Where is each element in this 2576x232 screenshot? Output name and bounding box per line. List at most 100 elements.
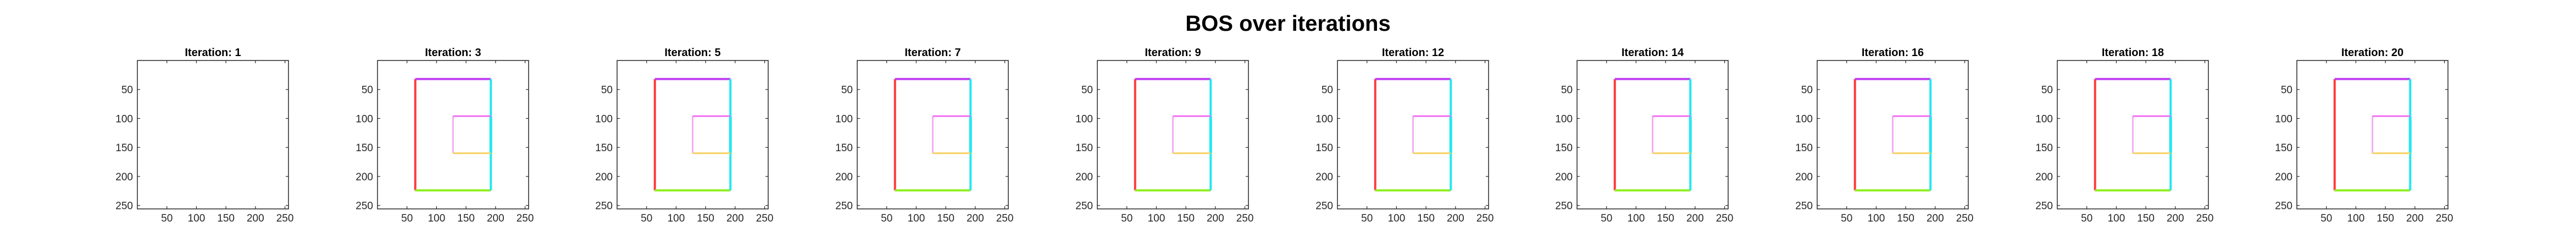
x-tick-label: 200 — [1927, 213, 1944, 224]
x-tick-label: 150 — [1657, 213, 1674, 224]
subplot-title: Iteration: 7 — [904, 47, 961, 59]
y-tick-label: 100 — [1795, 113, 1813, 125]
y-tick-label: 100 — [2275, 113, 2292, 125]
x-tick-label: 100 — [1388, 213, 1406, 224]
subplot-title: Iteration: 18 — [2102, 47, 2164, 59]
x-tick-label: 200 — [2167, 213, 2184, 224]
x-tick-label: 150 — [1177, 213, 1195, 224]
subplot-iteration-16: Iteration: 16 50 100 150 200 250 50 100 150 200 25… — [1795, 47, 1973, 224]
y-tick-label: 250 — [1075, 201, 1093, 212]
subplot-iteration-5: Iteration: 5 50 100 150 200 250 50 100 150 200 250 — [595, 47, 773, 224]
y-tick-label: 150 — [356, 142, 373, 154]
x-tick-label: 250 — [756, 213, 774, 224]
y-tick-label: 200 — [1795, 172, 1813, 183]
y-tick-label: 50 — [601, 85, 613, 96]
axes-box — [2057, 60, 2209, 209]
y-tick-label: 200 — [115, 172, 133, 183]
y-tick-label: 150 — [2035, 142, 2053, 154]
y-tick-label: 100 — [1555, 113, 1573, 125]
x-tick-label: 200 — [487, 213, 504, 224]
y-tick-label: 250 — [2275, 201, 2292, 212]
y-tick-label: 100 — [115, 113, 133, 125]
x-tick-label: 100 — [2108, 213, 2125, 224]
y-tick-label: 200 — [1315, 172, 1333, 183]
x-tick-label: 250 — [517, 213, 534, 224]
y-tick-label: 200 — [2275, 172, 2292, 183]
subplot-title: Iteration: 20 — [2341, 47, 2403, 59]
subplot-iteration-18: Iteration: 18 50 100 150 200 250 50 100 150 200 25… — [2035, 47, 2213, 224]
x-tick-label: 100 — [188, 213, 206, 224]
subplot-title: Iteration: 9 — [1145, 47, 1201, 59]
subplot-iteration-14: Iteration: 14 50 100 150 200 250 50 100 150 200 25… — [1555, 47, 1733, 224]
x-tick-label: 100 — [428, 213, 446, 224]
x-tick-label: 50 — [1601, 213, 1612, 224]
y-tick-label: 150 — [1315, 142, 1333, 154]
x-tick-label: 250 — [1716, 213, 1734, 224]
x-tick-label: 200 — [967, 213, 984, 224]
panels: Iteration: 1 50 100 150 200 250 50 100 150 200 250… — [115, 47, 2453, 224]
x-tick-label: 200 — [1207, 213, 1224, 224]
y-tick-label: 150 — [595, 142, 613, 154]
x-tick-label: 250 — [1236, 213, 1254, 224]
y-tick-label: 200 — [1075, 172, 1093, 183]
y-tick-label: 100 — [1075, 113, 1093, 125]
x-tick-label: 150 — [697, 213, 714, 224]
subplot-iteration-3: Iteration: 3 50 100 150 200 250 50 100 150 200 250 — [356, 47, 534, 224]
x-tick-label: 200 — [247, 213, 264, 224]
y-tick-label: 50 — [1081, 85, 1093, 96]
x-tick-label: 250 — [276, 213, 294, 224]
y-tick-label: 100 — [595, 113, 613, 125]
x-tick-label: 250 — [1956, 213, 1974, 224]
x-tick-label: 150 — [217, 213, 235, 224]
y-tick-label: 250 — [2035, 201, 2053, 212]
x-tick-label: 100 — [668, 213, 685, 224]
y-tick-label: 200 — [2035, 172, 2053, 183]
subplot-iteration-12: Iteration: 12 50 100 150 200 250 50 100 150 200 25… — [1315, 47, 1494, 224]
subplot-title: Iteration: 16 — [1862, 47, 1924, 59]
subplot-title: Iteration: 14 — [1622, 47, 1684, 59]
x-tick-label: 50 — [1361, 213, 1373, 224]
x-tick-label: 50 — [881, 213, 892, 224]
x-tick-label: 150 — [2137, 213, 2155, 224]
y-tick-label: 150 — [2275, 142, 2292, 154]
axes-box — [1576, 60, 1729, 209]
axes-box — [1097, 60, 1249, 209]
figure-title: BOS over iterations — [1185, 12, 1390, 36]
x-tick-label: 250 — [1476, 213, 1494, 224]
x-tick-label: 50 — [2320, 213, 2332, 224]
y-tick-label: 100 — [2035, 113, 2053, 125]
y-tick-label: 250 — [1795, 201, 1813, 212]
y-tick-label: 250 — [835, 201, 853, 212]
subplot-iteration-7: Iteration: 7 50 100 150 200 250 50 100 150 200 250 — [835, 47, 1013, 224]
y-tick-label: 50 — [1801, 85, 1813, 96]
x-tick-label: 150 — [1897, 213, 1914, 224]
y-tick-label: 200 — [595, 172, 613, 183]
y-tick-label: 250 — [1555, 201, 1573, 212]
x-tick-label: 250 — [2196, 213, 2214, 224]
x-tick-label: 100 — [1868, 213, 1885, 224]
axes-box — [137, 60, 289, 209]
x-tick-label: 100 — [1148, 213, 1165, 224]
y-tick-label: 150 — [1555, 142, 1573, 154]
x-tick-label: 250 — [996, 213, 1014, 224]
axes-box — [377, 60, 529, 209]
x-tick-label: 100 — [2347, 213, 2365, 224]
x-tick-label: 100 — [1628, 213, 1645, 224]
x-tick-label: 50 — [401, 213, 413, 224]
x-tick-label: 200 — [726, 213, 744, 224]
x-tick-label: 250 — [2436, 213, 2453, 224]
subplot-title: Iteration: 3 — [425, 47, 481, 59]
axes-box — [857, 60, 1009, 209]
x-tick-label: 150 — [2377, 213, 2394, 224]
x-tick-label: 200 — [1686, 213, 1704, 224]
x-tick-label: 50 — [1841, 213, 1852, 224]
y-tick-label: 200 — [1555, 172, 1573, 183]
y-tick-label: 100 — [356, 113, 373, 125]
axes-box — [1817, 60, 1969, 209]
y-tick-label: 50 — [1561, 85, 1573, 96]
x-tick-label: 50 — [641, 213, 652, 224]
y-tick-label: 50 — [1322, 85, 1333, 96]
x-tick-label: 200 — [1447, 213, 1464, 224]
x-tick-label: 200 — [2406, 213, 2424, 224]
